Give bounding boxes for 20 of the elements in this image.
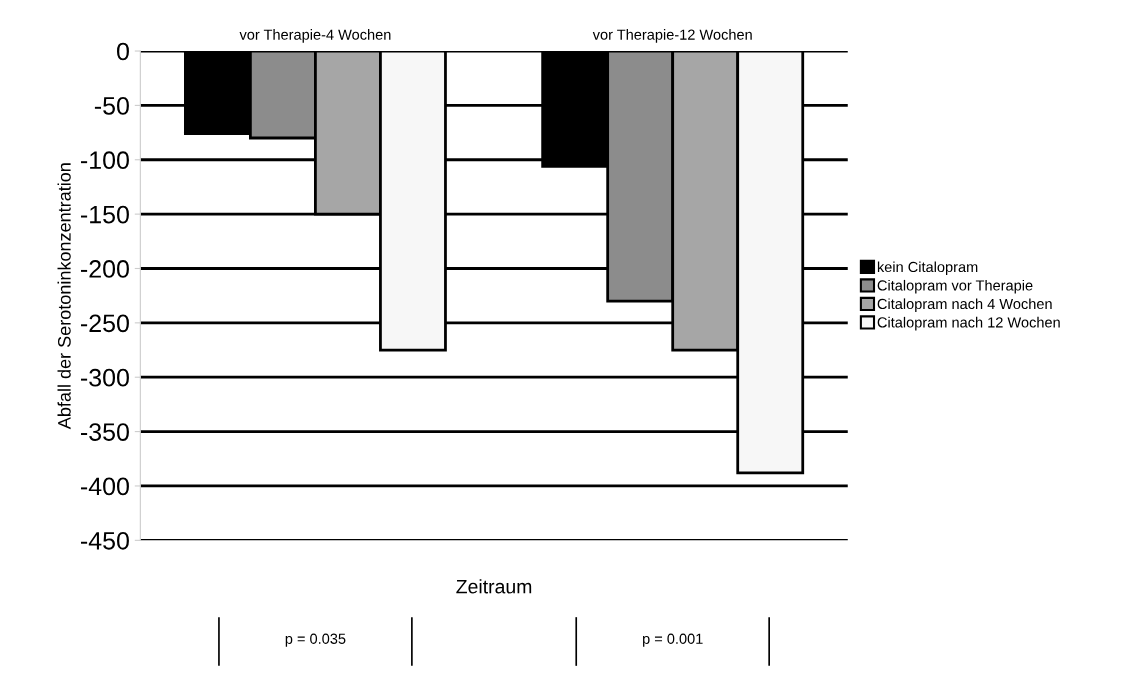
x-tick-label: vor Therapie-4 Wochen bbox=[239, 29, 391, 43]
legend-label: Citalopram nach 12 Wochen bbox=[877, 316, 1060, 331]
legend-label: kein Citalopram bbox=[877, 261, 978, 276]
y-tick-label: -300 bbox=[81, 368, 129, 387]
y-axis-title: Abfall der Serotoninkonzentration bbox=[57, 163, 71, 430]
legend-label: Citalopram vor Therapie bbox=[877, 279, 1033, 294]
text: p = 0.035 bbox=[285, 633, 346, 647]
x-tick-label: vor Therapie-12 Wochen bbox=[592, 29, 752, 43]
y-tick-label: -450 bbox=[81, 531, 129, 550]
text: p = 0.001 bbox=[643, 633, 703, 647]
y-tick-label: 0 bbox=[117, 42, 129, 61]
y-tick-label: -350 bbox=[81, 423, 129, 441]
y-tick-label: -100 bbox=[81, 151, 129, 170]
y-tick-label: -50 bbox=[94, 97, 129, 115]
legend-label: Citalopram nach 4 Wochen bbox=[877, 298, 1052, 312]
y-tick-label: -250 bbox=[81, 314, 129, 333]
y-tick-label: -150 bbox=[81, 205, 129, 224]
x-axis-title: Zeitraum bbox=[456, 579, 532, 594]
y-tick-label: -400 bbox=[81, 477, 129, 496]
y-tick-label: -200 bbox=[81, 260, 129, 278]
